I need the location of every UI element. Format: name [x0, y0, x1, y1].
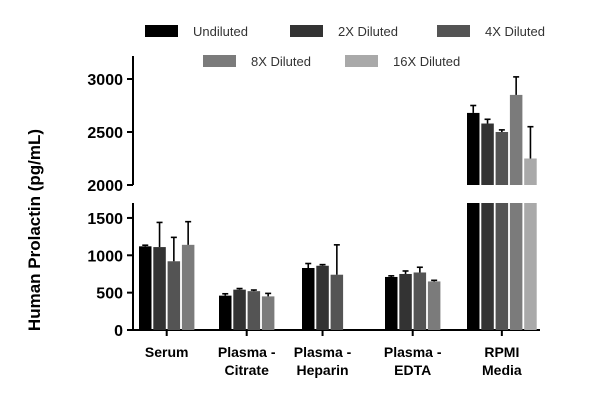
bar	[427, 281, 441, 330]
legend-label: 16X Diluted	[393, 54, 460, 69]
legend-swatch	[203, 55, 236, 67]
bar	[181, 244, 195, 330]
bar	[509, 94, 523, 185]
y-tick-label: 2500	[87, 125, 123, 142]
legend-label: 4X Diluted	[485, 24, 545, 39]
bar	[316, 265, 329, 330]
axes: 0 500 1000 1500 2000 2500 3000	[87, 56, 540, 340]
y-tick-label: 1500	[87, 211, 123, 228]
bar	[413, 272, 427, 330]
y-tick-label: 2000	[87, 178, 123, 195]
bar	[495, 132, 509, 185]
x-tick-label: RPMI Media	[482, 344, 522, 378]
bar	[219, 295, 232, 330]
y-tick-label: 0	[114, 323, 123, 340]
bar	[385, 276, 398, 330]
x-tick-label-line: Plasma -	[218, 344, 276, 360]
bar	[139, 246, 152, 330]
x-tick-label-line: Plasma -	[384, 344, 442, 360]
legend-swatch	[437, 25, 470, 37]
bar-lower-segment	[481, 203, 494, 330]
x-tick-label: Serum	[145, 344, 189, 360]
x-tick-label-line: Plasma -	[294, 344, 352, 360]
bar	[467, 112, 480, 185]
legend-swatch	[345, 55, 378, 67]
x-tick-label-line: RPMI	[484, 344, 519, 360]
bar-lower-segment	[509, 203, 523, 330]
x-tick-label: Plasma - EDTA	[384, 344, 442, 378]
bar	[233, 289, 246, 330]
x-tick-label-line: Serum	[145, 344, 189, 360]
y-tick-label: 1000	[87, 248, 123, 265]
legend-swatch	[145, 25, 178, 37]
bars	[139, 76, 537, 330]
legend-label: 8X Diluted	[251, 54, 311, 69]
bar	[153, 247, 166, 330]
x-tick-label: Plasma - Heparin	[294, 344, 352, 378]
y-tick-label: 3000	[87, 72, 123, 89]
legend-label: 2X Diluted	[338, 24, 398, 39]
legend: Undiluted 2X Diluted 4X Diluted 8X Diluted 1…	[145, 24, 545, 69]
legend-label: Undiluted	[193, 24, 248, 39]
bar	[261, 296, 275, 330]
x-tick-label: Plasma - Citrate	[218, 344, 276, 378]
y-axis-label: Human Prolactin (pg/mL)	[25, 129, 44, 331]
x-tick-label-line: EDTA	[394, 362, 431, 378]
bar	[247, 291, 261, 330]
bar-lower-segment	[467, 203, 480, 330]
bar-lower-segment	[495, 203, 509, 330]
legend-swatch	[290, 25, 323, 37]
y-tick-label: 500	[96, 286, 123, 303]
bar	[399, 273, 412, 330]
bar-lower-segment	[524, 203, 537, 330]
bar	[330, 274, 344, 330]
bar	[481, 123, 494, 185]
x-tick-label-line: Media	[482, 362, 522, 378]
x-tick-label-line: Citrate	[225, 362, 270, 378]
bar	[167, 261, 181, 330]
x-tick-label-line: Heparin	[296, 362, 348, 378]
bar	[302, 267, 315, 330]
bar	[524, 158, 537, 185]
